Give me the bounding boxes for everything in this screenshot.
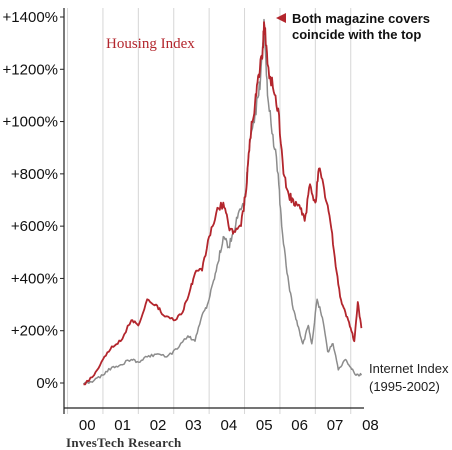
x-tick-label: 00 bbox=[79, 417, 96, 434]
x-tick-label: 05 bbox=[256, 417, 273, 434]
y-tick-label: +400% bbox=[11, 270, 58, 287]
internet-index-line bbox=[82, 18, 363, 385]
y-tick-label: +1400% bbox=[3, 9, 58, 26]
x-axis-tick-labels: 00 01 02 03 04 05 06 07 08 bbox=[79, 417, 379, 434]
grid-lines bbox=[67, 8, 352, 414]
housing-index-label: Housing Index bbox=[106, 36, 195, 52]
x-tick-label: 08 bbox=[362, 417, 379, 434]
y-tick-label: +600% bbox=[11, 218, 58, 235]
x-tick-label: 02 bbox=[150, 417, 167, 434]
y-tick-label: +200% bbox=[11, 323, 58, 340]
y-axis-tick-labels: 0% +200% +400% +600% +800% +1000% +1200% +1400% bbox=[3, 9, 58, 392]
x-tick-label: 07 bbox=[327, 417, 344, 434]
y-tick-label: +800% bbox=[11, 166, 58, 183]
x-tick-label: 04 bbox=[220, 417, 237, 434]
y-tick-label: 0% bbox=[36, 375, 58, 392]
series-lines bbox=[82, 18, 363, 386]
housing-index-line bbox=[83, 21, 363, 386]
x-tick-label: 06 bbox=[291, 417, 308, 434]
internet-index-label: Internet Index bbox=[369, 361, 449, 376]
annotation-line-1: Both magazine covers bbox=[292, 11, 430, 26]
credit-label: InvesTech Research bbox=[66, 435, 182, 450]
annotation-line-2: coincide with the top bbox=[292, 27, 421, 42]
x-tick-label: 03 bbox=[185, 417, 202, 434]
internet-index-range-label: (1995-2002) bbox=[369, 379, 440, 394]
annotation-arrow-icon bbox=[276, 13, 286, 23]
y-tick-label: +1200% bbox=[3, 61, 58, 78]
axes bbox=[60, 8, 364, 414]
x-tick-label: 01 bbox=[114, 417, 131, 434]
y-tick-label: +1000% bbox=[3, 114, 58, 131]
